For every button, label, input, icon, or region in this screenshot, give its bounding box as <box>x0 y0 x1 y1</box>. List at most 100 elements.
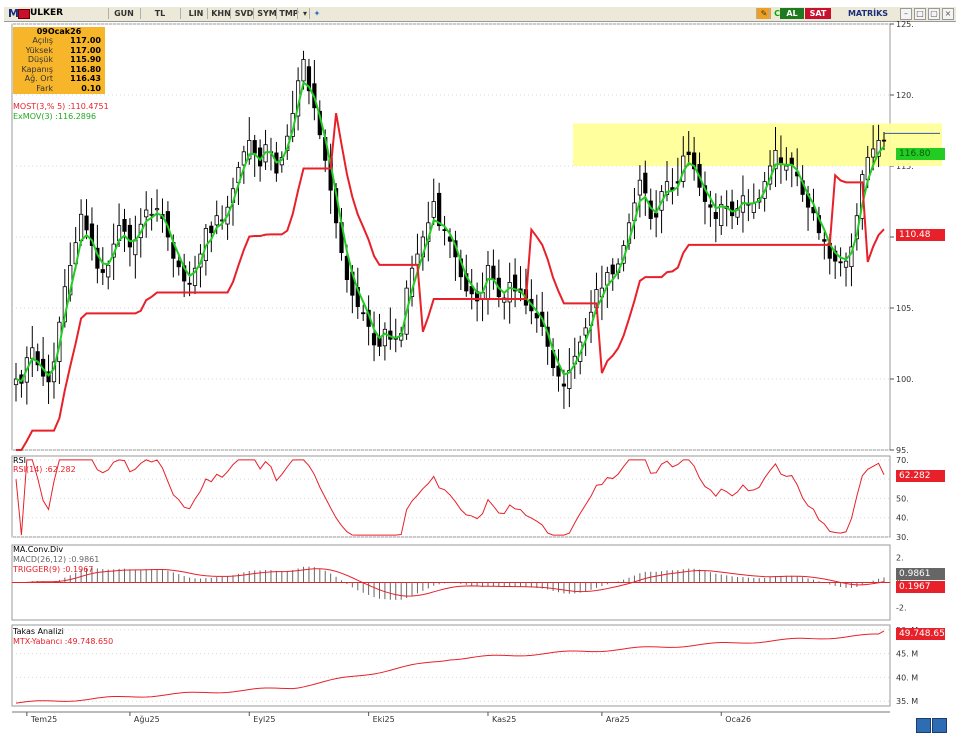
candle-body <box>664 181 670 196</box>
linear-scale-button[interactable]: LIN <box>180 8 211 19</box>
candle-body <box>686 151 691 156</box>
candle-body <box>822 239 827 242</box>
takas-tick-label: 35. M <box>896 697 918 706</box>
period-button[interactable]: GUN <box>108 8 139 19</box>
candle-body <box>30 347 35 359</box>
candle-body <box>149 213 154 216</box>
price-tick-label: 100. <box>896 375 914 384</box>
candle-body <box>643 172 648 194</box>
tmp-button[interactable]: TMP <box>276 8 301 19</box>
rsi-tick-label: 40. <box>896 514 909 523</box>
candle-body <box>784 165 789 171</box>
most-line <box>16 113 885 451</box>
minimize-icon[interactable]: – <box>900 8 912 20</box>
date-tick-label: Eyl25 <box>253 715 275 724</box>
candle-body <box>209 225 214 234</box>
mtx-line <box>15 630 885 704</box>
rsi-tick-label: 30. <box>896 533 909 542</box>
macd-tick-label: -2. <box>896 604 907 613</box>
price-tick-label: 125. <box>896 20 914 29</box>
candle-body <box>100 269 105 273</box>
macd-tick-label: 2. <box>896 554 904 563</box>
candle-body <box>361 312 366 315</box>
candle-body <box>491 265 496 280</box>
candle-body <box>849 246 854 268</box>
date-tick-label: Eki25 <box>373 715 395 724</box>
sym-button[interactable]: SYM <box>253 8 280 19</box>
candle-body <box>513 274 518 292</box>
macd-title: MA.Conv.Div <box>13 545 64 554</box>
takas-tick-label: 40. M <box>896 673 918 682</box>
candle-body <box>106 264 111 278</box>
candle-body <box>35 351 40 366</box>
twitter-icon[interactable]: ✦ <box>309 8 324 19</box>
flag-icon <box>18 9 30 19</box>
candle-body <box>187 282 192 285</box>
rsi-title: RSI <box>13 456 26 465</box>
rsi-line <box>15 459 885 536</box>
ohlc-info-box: 09Ocak26 Açılış 117.00 Yüksek 117.00 Düşük… <box>13 27 105 94</box>
candle-body <box>127 224 133 248</box>
matriks-brand: MATRİKS <box>847 9 889 18</box>
mtx-legend: MTX-Yabancı :49.748.650 <box>13 637 114 646</box>
maximize-icon[interactable]: ▢ <box>928 8 940 20</box>
exmov-legend: ExMOV(3) :116.2896 <box>13 112 97 121</box>
candle-body <box>561 383 567 387</box>
candle-body <box>583 327 588 336</box>
mtx-tag: 49.748.650 <box>896 628 951 640</box>
candle-body <box>789 157 794 165</box>
candle-body <box>442 229 447 231</box>
takas-title: Takas Analizi <box>13 627 64 636</box>
info-row-wavg: Ağ. Ort 116.43 <box>24 74 101 83</box>
restore-icon[interactable]: □ <box>914 8 926 20</box>
candle-body <box>306 66 312 92</box>
currency-button[interactable]: TL <box>140 8 179 19</box>
macd-tag: 0.9861 <box>896 568 945 580</box>
info-row-high: Yüksek 117.00 <box>25 45 101 55</box>
candle-body <box>344 255 350 280</box>
candle-body <box>534 312 539 319</box>
candle-body <box>751 202 756 213</box>
candle-body <box>431 201 436 218</box>
info-row-low: Düşük 115.90 <box>27 55 101 64</box>
candle-body <box>876 140 881 157</box>
candle-body <box>144 209 149 218</box>
scroll-right-icon[interactable] <box>932 718 947 733</box>
candle-body <box>192 267 198 286</box>
sell-button[interactable]: SAT <box>805 8 831 19</box>
highlight-band <box>573 123 942 166</box>
date-tick-label: Ara25 <box>606 715 630 724</box>
toolbar: M ULKER GUN TL LIN KHN SVD SYM TMP ▾ ✦ ✎… <box>4 7 956 22</box>
candle-body <box>692 152 697 170</box>
trigger-line <box>15 568 885 597</box>
scroll-left-icon[interactable] <box>916 718 931 733</box>
close-icon[interactable]: × <box>942 8 954 20</box>
candle-body <box>843 260 849 268</box>
candle-body <box>79 213 84 242</box>
rsi-tick-label: 50. <box>896 494 909 503</box>
svd-button[interactable]: SVD <box>230 8 257 19</box>
khn-button[interactable]: KHN <box>207 8 234 19</box>
buy-button[interactable]: AL <box>780 8 804 19</box>
candle-body <box>133 239 138 256</box>
macd-legend: MACD(26,12) :0.9861 <box>13 555 100 564</box>
symbol-label[interactable]: ULKER <box>30 8 64 18</box>
refresh-icon[interactable]: C <box>769 8 784 19</box>
dropdown-arrow-icon[interactable]: ▾ <box>297 8 312 19</box>
candle-body <box>838 261 843 264</box>
edit-icon[interactable]: ✎ <box>756 8 771 19</box>
info-row-close: Kapanış 116.80 <box>21 64 101 74</box>
takas-panel <box>11 624 891 707</box>
candle-body <box>567 370 572 389</box>
date-tick-label: Kas25 <box>492 715 516 724</box>
takas-tick-label: 45. M <box>896 650 918 659</box>
candle-body <box>122 219 127 232</box>
candle-body <box>214 215 219 226</box>
price-tick-label: 120. <box>896 91 914 100</box>
candle-body <box>382 328 388 347</box>
candle-body <box>301 59 306 82</box>
rsi-tick-label: 70. <box>896 456 909 465</box>
candle-body <box>778 157 784 164</box>
rsi-tag: 62.282 <box>896 470 945 482</box>
